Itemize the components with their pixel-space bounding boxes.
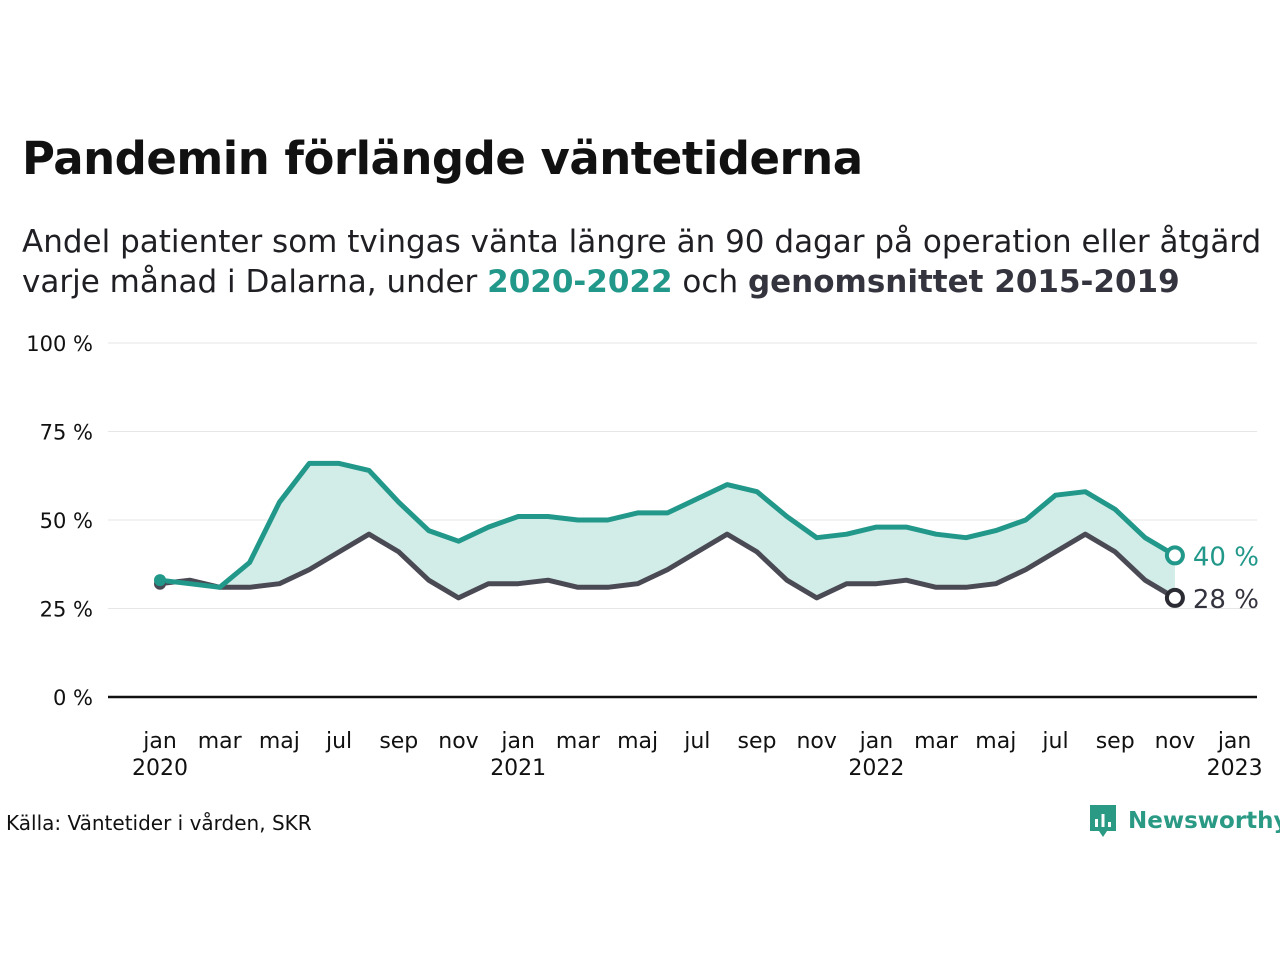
- x-tick-label: maj: [975, 729, 1016, 754]
- y-tick-label: 50 %: [40, 509, 93, 533]
- x-tick-label: sep: [1096, 729, 1135, 754]
- chart-title: Pandemin förlängde väntetiderna: [22, 132, 863, 185]
- end-point-average: [1164, 587, 1185, 608]
- x-tick-year-label: 2023: [1207, 756, 1263, 781]
- x-tick-label: jan: [859, 729, 894, 754]
- y-tick-label: 25 %: [40, 598, 93, 622]
- x-tick-label: maj: [259, 729, 300, 754]
- source-note: Källa: Väntetider i vården, SKR: [6, 811, 312, 835]
- brand-name: Newsworthy: [1128, 808, 1280, 834]
- end-label-average: 28 %: [1193, 585, 1259, 615]
- subtitle-line-1: Andel patienter som tvingas vänta längre…: [22, 224, 1262, 260]
- gap-area: [160, 463, 1175, 598]
- x-tick-year-label: 2021: [490, 756, 546, 781]
- x-tick-label: nov: [438, 729, 478, 754]
- x-tick-label: sep: [379, 729, 418, 754]
- series-line-average: [159, 531, 1177, 601]
- subtitle-text-pre: varje månad i Dalarna, under: [22, 264, 488, 300]
- x-tick-label: sep: [738, 729, 777, 754]
- x-tick-label: jul: [325, 729, 352, 754]
- chart-subtitle: Andel patienter som tvingas vänta längre…: [22, 222, 1280, 302]
- y-tick-label: 75 %: [40, 421, 93, 445]
- series-line-current: [159, 460, 1177, 590]
- y-axis-tick-labels: 0 % 25 % 50 % 75 % 100 %: [26, 332, 93, 710]
- x-tick-label: jan: [142, 729, 177, 754]
- x-tick-label: jul: [1041, 729, 1068, 754]
- x-tick-label: nov: [796, 729, 836, 754]
- subtitle-highlight-average: genomsnittet 2015-2019: [747, 264, 1180, 300]
- x-tick-year-label: 2022: [848, 756, 904, 781]
- x-tick-label: nov: [1155, 729, 1195, 754]
- end-point-current: [1164, 545, 1185, 566]
- x-tick-label: mar: [198, 729, 243, 754]
- x-tick-label: maj: [617, 729, 658, 754]
- subtitle-line-2: varje månad i Dalarna, under 2020-2022 o…: [22, 262, 1280, 302]
- x-tick-label: jan: [500, 729, 535, 754]
- end-label-current: 40 %: [1193, 542, 1259, 572]
- newsworthy-logo-icon: [1090, 805, 1116, 837]
- x-tick-label: mar: [914, 729, 959, 754]
- series-markers: 40 % 28 %: [154, 542, 1259, 615]
- x-tick-label: jan: [1217, 729, 1252, 754]
- x-tick-year-label: 2020: [132, 756, 188, 781]
- subtitle-highlight-current: 2020-2022: [487, 264, 673, 300]
- x-tick-label: jul: [683, 729, 710, 754]
- start-point-current: [154, 574, 166, 587]
- x-tick-label: mar: [556, 729, 601, 754]
- y-tick-label: 100 %: [26, 332, 93, 356]
- brand-logo: Newsworthy: [1088, 803, 1280, 839]
- y-tick-label: 0 %: [53, 686, 93, 710]
- subtitle-text-mid: och: [672, 264, 748, 300]
